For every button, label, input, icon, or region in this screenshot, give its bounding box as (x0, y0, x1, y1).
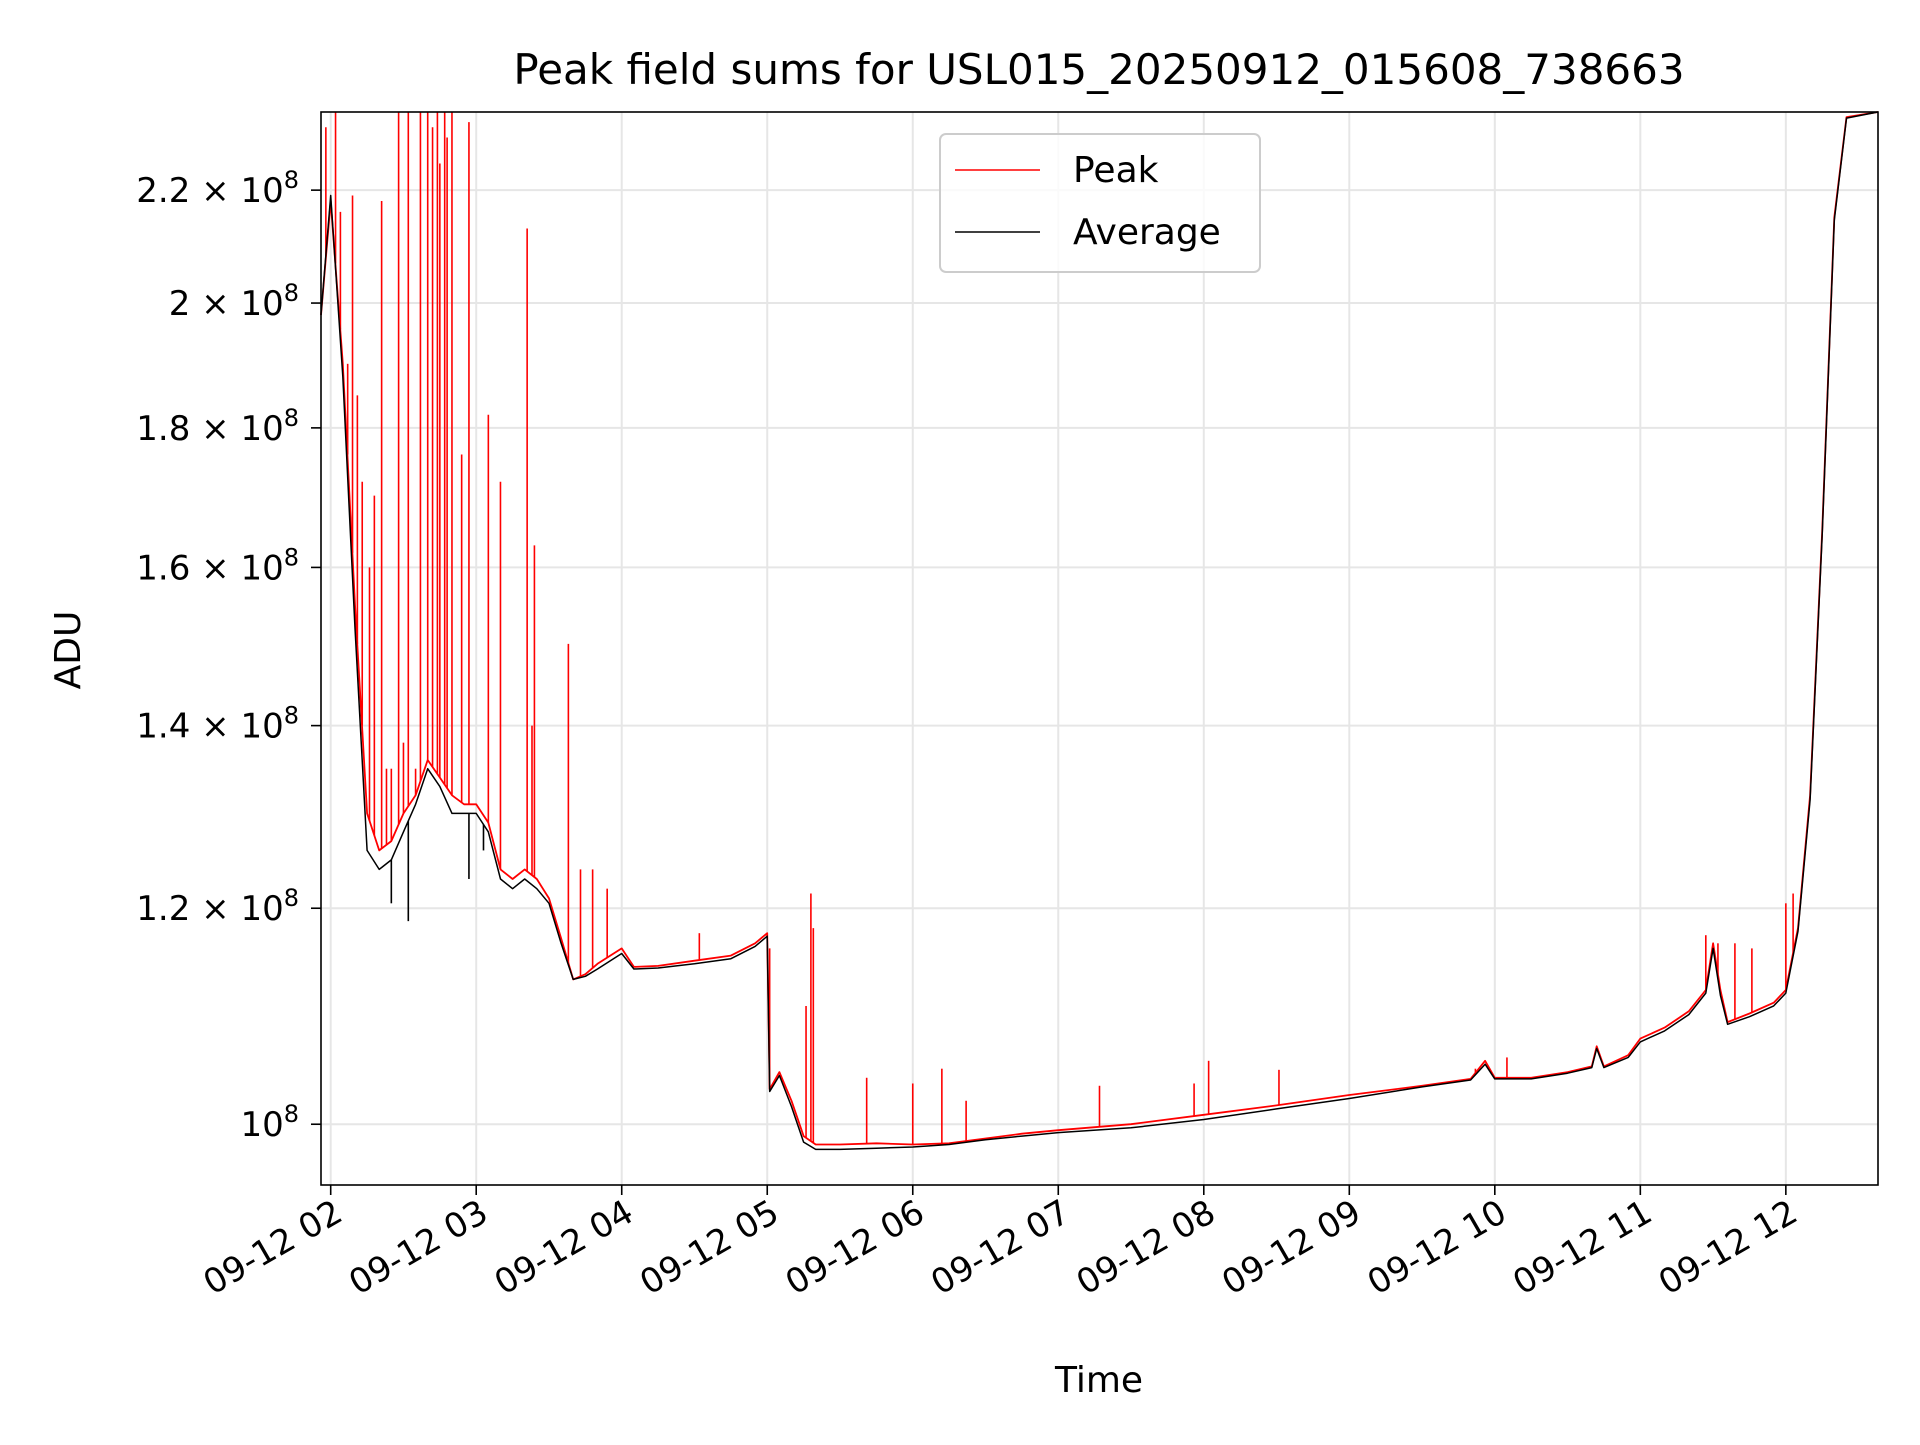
y-tick-mantissa: 2.2 (136, 171, 190, 211)
y-tick-exponent: 8 (284, 702, 299, 730)
y-tick-label: 108 (240, 1100, 299, 1145)
y-tick-label: 1.8 × 108 (136, 404, 299, 449)
y-tick-base: 10 (240, 707, 283, 747)
plot-series (320, 111, 1879, 1151)
y-tick-mantissa: 1.8 (136, 409, 190, 449)
y-tick-base: 10 (240, 1105, 283, 1145)
y-tick-base: 10 (240, 548, 283, 588)
chart-title: Peak field sums for USL015_20250912_0156… (513, 45, 1684, 94)
series-line-average (320, 111, 1879, 1151)
y-tick-times: × (190, 548, 240, 588)
plot-frame (320, 111, 1879, 1186)
y-tick-times: × (190, 889, 240, 929)
y-tick-exponent: 8 (284, 404, 299, 432)
y-tick-label: 1.4 × 108 (136, 702, 299, 747)
y-tick-base: 10 (240, 409, 283, 449)
y-axis-label: ADU (48, 611, 89, 690)
y-tick-times: × (190, 284, 240, 324)
y-tick-exponent: 8 (284, 1100, 299, 1128)
y-tick-mantissa: 1.4 (136, 707, 190, 747)
x-axis-label: Time (1054, 1360, 1143, 1401)
y-tick-mantissa: 1.2 (136, 889, 190, 929)
legend: Peak Average (939, 133, 1261, 273)
legend-box (939, 133, 1261, 273)
legend-label-average: Average (1073, 212, 1221, 253)
y-tick-times: × (190, 707, 240, 747)
y-tick-mantissa: 1.6 (136, 548, 190, 588)
legend-label-peak: Peak (1073, 150, 1159, 191)
y-tick-exponent: 8 (284, 279, 299, 307)
y-tick-mantissa: 2 (169, 284, 191, 324)
y-tick-label: 2.2 × 108 (136, 166, 299, 211)
y-tick-exponent: 8 (284, 543, 299, 571)
grid (321, 112, 1878, 1185)
y-tick-times: × (190, 171, 240, 211)
y-tick-exponent: 8 (284, 884, 299, 912)
y-tick-base: 10 (240, 171, 283, 211)
y-tick-exponent: 8 (284, 166, 299, 194)
y-tick-label: 1.6 × 108 (136, 543, 299, 588)
y-tick-times: × (190, 409, 240, 449)
y-tick-base: 10 (240, 889, 283, 929)
y-tick-base: 10 (240, 284, 283, 324)
y-tick-label: 2 × 108 (169, 279, 299, 324)
y-tick-label: 1.2 × 108 (136, 884, 299, 929)
